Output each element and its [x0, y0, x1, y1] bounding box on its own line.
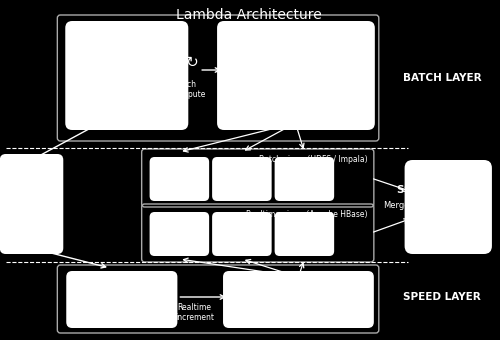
- FancyBboxPatch shape: [150, 157, 209, 201]
- FancyBboxPatch shape: [150, 212, 209, 256]
- FancyBboxPatch shape: [212, 212, 272, 256]
- FancyBboxPatch shape: [274, 212, 334, 256]
- FancyBboxPatch shape: [223, 271, 374, 328]
- FancyBboxPatch shape: [66, 21, 188, 130]
- FancyBboxPatch shape: [217, 21, 375, 130]
- Text: Batch
recompute: Batch recompute: [164, 80, 206, 99]
- Text: Storm: Storm: [344, 271, 373, 281]
- Text: BATCH LAYER: BATCH LAYER: [403, 73, 481, 83]
- Text: SERVING LAYER: SERVING LAYER: [396, 185, 488, 195]
- FancyBboxPatch shape: [212, 157, 272, 201]
- Text: Realtime
increment: Realtime increment: [175, 303, 214, 322]
- Text: SPEED LAYER: SPEED LAYER: [404, 292, 481, 302]
- FancyBboxPatch shape: [404, 160, 492, 254]
- Text: ↻: ↻: [186, 54, 198, 69]
- Text: Hadoop: Hadoop: [336, 22, 373, 32]
- Text: Batch views (HDFS / Impala): Batch views (HDFS / Impala): [260, 155, 368, 164]
- FancyBboxPatch shape: [0, 154, 64, 254]
- Text: Merge: Merge: [383, 201, 409, 209]
- Text: Lambda Architecture: Lambda Architecture: [176, 8, 322, 22]
- Text: Realtime views (Apache HBase): Realtime views (Apache HBase): [246, 210, 368, 219]
- FancyBboxPatch shape: [66, 271, 178, 328]
- FancyBboxPatch shape: [274, 157, 334, 201]
